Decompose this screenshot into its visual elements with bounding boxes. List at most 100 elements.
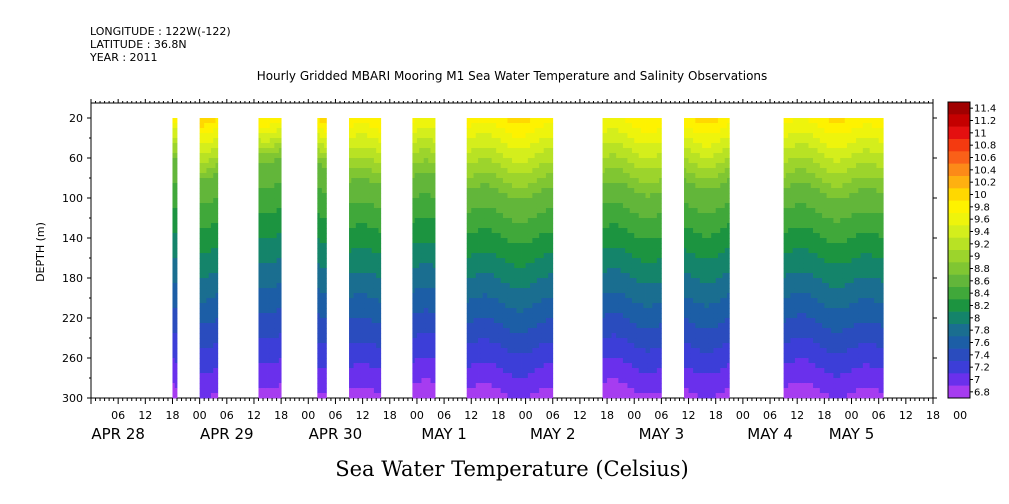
heat-cell [432,388,436,394]
heat-cell [475,158,479,164]
heat-cell [351,208,354,214]
heat-cell [473,278,477,284]
heat-cell [539,338,542,344]
heat-cell [507,323,511,329]
heat-cell [530,338,533,344]
heat-cell [507,373,511,379]
heat-cell [278,393,282,399]
heat-cell [473,118,477,124]
heat-cell [539,233,542,239]
heat-cell [507,153,511,159]
heat-cell [369,238,373,244]
heat-cell [364,378,368,384]
heat-cell [498,318,502,324]
heat-cell [351,368,354,374]
heat-cell [204,183,207,189]
heat-cell [360,128,364,134]
heat-cell [502,238,506,244]
heat-cell [367,203,370,209]
heat-cell [317,163,320,169]
heat-cell [525,258,529,264]
heat-cell [471,253,474,259]
heat-cell [201,383,205,389]
heat-cell [425,273,429,279]
heat-cell [507,123,511,129]
heat-cell [487,298,490,304]
heat-cell [204,168,207,174]
heat-cell [521,118,524,124]
heat-cell [602,348,606,354]
heat-cell [274,118,277,124]
heat-cell [272,278,275,284]
heat-cell [482,193,486,199]
heat-cell [512,353,515,359]
heat-cell [604,158,608,164]
heat-cell [602,268,606,274]
heat-cell [478,308,481,314]
heat-cell [478,138,481,144]
heat-cell [539,183,542,189]
heat-cell [521,273,524,279]
heat-cell [539,198,542,204]
heat-cell [276,313,280,319]
heat-cell [274,143,277,149]
heat-cell [317,393,320,399]
heat-cell [362,158,366,164]
heat-cell [258,223,262,229]
heat-cell [428,118,431,124]
heat-cell [358,133,361,139]
heat-cell [358,138,361,144]
heat-cell [478,183,481,189]
heat-cell [432,218,436,224]
heat-cell [364,393,368,399]
heat-cell [523,298,526,304]
heat-cell [376,143,379,149]
heat-cell [319,328,323,334]
heat-cell [421,208,425,214]
heat-cell [416,173,420,179]
heat-cell [491,238,495,244]
heat-cell [213,218,216,224]
heat-cell [269,278,273,284]
heat-cell [607,178,610,184]
heat-cell [319,258,323,264]
heat-cell [550,268,554,274]
heat-cell [274,213,277,219]
heat-cell [607,273,610,279]
heat-cell [378,378,382,384]
heat-cell [527,358,531,364]
heat-cell [267,378,271,384]
heat-cell [414,338,418,344]
heat-cell [269,308,273,314]
heat-cell [355,198,359,204]
heat-cell [414,333,418,339]
heat-cell [480,253,483,259]
heat-cell [351,308,354,314]
heat-cell [498,353,502,359]
heat-cell [475,393,479,399]
heat-cell [509,283,513,289]
heat-cell [425,288,429,294]
heat-cell [369,303,373,309]
heat-cell [509,183,513,189]
heat-cell [521,198,524,204]
heat-cell [500,348,504,354]
heat-cell [364,313,368,319]
heat-cell [416,203,420,209]
heat-cell [466,318,470,324]
heat-cell [321,383,325,389]
heat-cell [360,383,364,389]
heat-cell [536,363,540,369]
heat-cell [269,118,273,124]
heat-cell [514,263,517,269]
heat-cell [174,258,178,264]
heat-cell [602,383,606,389]
heat-cell [258,393,262,399]
heat-cell [541,348,545,354]
heat-cell [512,338,515,344]
heat-cell [484,273,488,279]
heat-cell [319,218,323,224]
heat-cell [491,323,495,329]
heat-cell [607,148,610,154]
heat-cell [480,303,483,309]
